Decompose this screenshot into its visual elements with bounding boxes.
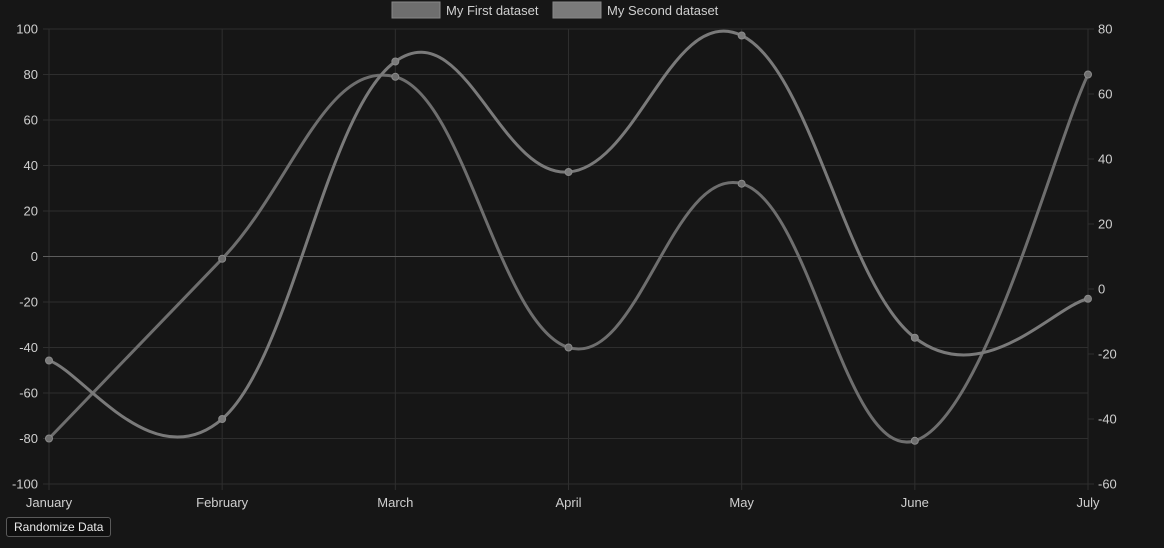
y-left-tick-label: 40: [24, 158, 38, 173]
x-tick-label: March: [377, 495, 413, 510]
y-axis-left: 100 80 60 40 20 0 -20 -40 -60 -80 -100: [12, 22, 38, 492]
y-right-tick-label: 80: [1098, 22, 1112, 37]
data-point[interactable]: [564, 168, 573, 176]
x-tick-label: April: [555, 495, 581, 510]
y-right-tick-label: 20: [1098, 217, 1112, 232]
legend-swatch: [552, 1, 602, 19]
y-right-tick-label: -20: [1098, 347, 1117, 362]
data-point[interactable]: [1084, 70, 1092, 79]
y-left-tick-label: -100: [12, 477, 38, 492]
grid-lines: [43, 28, 1094, 490]
legend-label: My Second dataset: [607, 3, 719, 18]
y-right-tick-label: -40: [1098, 412, 1117, 427]
y-axis-right: 80 60 40 20 0 -20 -40 -60: [1098, 22, 1117, 492]
x-tick-label: May: [729, 495, 754, 510]
y-left-tick-label: 20: [24, 204, 38, 219]
series-2: [45, 29, 1092, 439]
legend-item[interactable]: My First dataset: [391, 1, 539, 19]
data-point[interactable]: [391, 72, 400, 81]
data-point[interactable]: [391, 57, 400, 66]
data-point[interactable]: [564, 343, 573, 352]
data-point[interactable]: [1084, 294, 1092, 303]
y-left-tick-label: -20: [19, 295, 38, 310]
x-tick-label: January: [26, 495, 73, 510]
y-right-tick-label: 40: [1098, 152, 1112, 167]
data-point[interactable]: [910, 436, 919, 445]
data-point[interactable]: [218, 415, 227, 423]
series-line: [47, 73, 1090, 444]
legend: My First dataset My Second dataset: [391, 1, 719, 19]
y-left-tick-label: 80: [24, 67, 38, 82]
y-left-tick-label: -40: [19, 340, 38, 355]
x-axis: January February March April May June July: [26, 495, 1100, 510]
series-1: [45, 70, 1092, 445]
data-point[interactable]: [910, 333, 919, 342]
legend-swatch: [391, 1, 441, 19]
y-left-tick-label: 60: [24, 113, 38, 128]
x-tick-label: February: [196, 495, 249, 510]
data-point[interactable]: [737, 179, 746, 188]
y-left-tick-label: 100: [16, 22, 38, 37]
data-point[interactable]: [218, 254, 227, 263]
data-point[interactable]: [45, 356, 53, 365]
y-right-tick-label: 0: [1098, 282, 1105, 297]
line-chart: 100 80 60 40 20 0 -20 -40 -60 -80 -100 80 60 40 20 0 -20…: [12, 1, 1117, 510]
y-right-tick-label: -60: [1098, 477, 1117, 492]
x-tick-label: June: [901, 495, 929, 510]
x-tick-label: July: [1076, 495, 1100, 510]
y-left-tick-label: -80: [19, 431, 38, 446]
data-point[interactable]: [45, 434, 53, 443]
y-right-tick-label: 60: [1098, 87, 1112, 102]
y-left-tick-label: 0: [31, 249, 38, 264]
randomize-data-button[interactable]: Randomize Data: [6, 517, 112, 537]
legend-label: My First dataset: [446, 3, 539, 18]
legend-item[interactable]: My Second dataset: [552, 1, 719, 19]
data-point[interactable]: [737, 31, 746, 40]
y-left-tick-label: -60: [19, 386, 38, 401]
